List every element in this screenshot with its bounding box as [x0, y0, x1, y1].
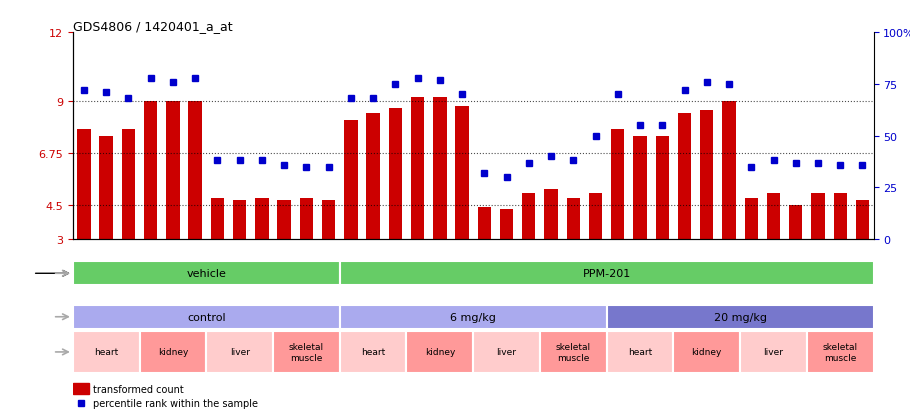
- Text: control: control: [187, 312, 226, 322]
- Bar: [855, 201, 869, 240]
- Text: GDS4806 / 1420401_a_at: GDS4806 / 1420401_a_at: [73, 20, 232, 33]
- Bar: [389, 109, 402, 240]
- Text: vehicle: vehicle: [187, 268, 227, 279]
- Text: liver: liver: [497, 348, 517, 356]
- Bar: [678, 113, 692, 240]
- Bar: [122, 129, 135, 240]
- Bar: [834, 194, 847, 240]
- Text: liver: liver: [763, 348, 784, 356]
- Bar: [344, 120, 358, 240]
- Bar: [77, 129, 91, 240]
- Bar: [500, 210, 513, 240]
- FancyBboxPatch shape: [607, 305, 874, 329]
- FancyBboxPatch shape: [807, 331, 874, 373]
- Text: percentile rank within the sample: percentile rank within the sample: [93, 398, 258, 408]
- Bar: [144, 102, 157, 240]
- Text: kidney: kidney: [157, 348, 188, 356]
- FancyBboxPatch shape: [73, 331, 139, 373]
- Bar: [233, 201, 247, 240]
- Bar: [812, 194, 824, 240]
- FancyBboxPatch shape: [73, 261, 339, 286]
- FancyBboxPatch shape: [207, 331, 273, 373]
- FancyBboxPatch shape: [339, 261, 874, 286]
- FancyBboxPatch shape: [273, 331, 339, 373]
- Bar: [367, 113, 379, 240]
- Text: 6 mg/kg: 6 mg/kg: [450, 312, 496, 322]
- Bar: [322, 201, 335, 240]
- Bar: [211, 198, 224, 240]
- FancyBboxPatch shape: [673, 331, 740, 373]
- Bar: [522, 194, 535, 240]
- Bar: [255, 198, 268, 240]
- FancyBboxPatch shape: [139, 331, 207, 373]
- Text: skeletal
muscle: skeletal muscle: [556, 342, 591, 362]
- Text: heart: heart: [94, 348, 118, 356]
- Bar: [167, 102, 179, 240]
- FancyBboxPatch shape: [339, 305, 607, 329]
- FancyBboxPatch shape: [73, 305, 339, 329]
- Bar: [700, 111, 713, 240]
- Text: PPM-201: PPM-201: [582, 268, 631, 279]
- FancyBboxPatch shape: [407, 331, 473, 373]
- FancyBboxPatch shape: [607, 331, 673, 373]
- Text: heart: heart: [628, 348, 652, 356]
- Bar: [99, 136, 113, 240]
- Text: kidney: kidney: [692, 348, 722, 356]
- Bar: [478, 207, 491, 240]
- Bar: [455, 107, 469, 240]
- Text: heart: heart: [361, 348, 385, 356]
- Text: liver: liver: [229, 348, 249, 356]
- Bar: [411, 97, 424, 240]
- Bar: [544, 189, 558, 240]
- Bar: [767, 194, 780, 240]
- Text: skeletal
muscle: skeletal muscle: [823, 342, 858, 362]
- Text: kidney: kidney: [425, 348, 455, 356]
- Bar: [188, 102, 202, 240]
- Bar: [723, 102, 735, 240]
- Text: 20 mg/kg: 20 mg/kg: [713, 312, 766, 322]
- Bar: [567, 198, 580, 240]
- FancyBboxPatch shape: [540, 331, 607, 373]
- FancyBboxPatch shape: [740, 331, 807, 373]
- Bar: [655, 136, 669, 240]
- Bar: [589, 194, 602, 240]
- FancyBboxPatch shape: [339, 331, 407, 373]
- Text: skeletal
muscle: skeletal muscle: [288, 342, 324, 362]
- Bar: [633, 136, 647, 240]
- Bar: [433, 97, 447, 240]
- Text: transformed count: transformed count: [93, 384, 184, 394]
- Bar: [73, 383, 89, 394]
- Bar: [299, 198, 313, 240]
- Bar: [612, 129, 624, 240]
- Bar: [278, 201, 291, 240]
- Bar: [789, 205, 803, 240]
- Bar: [744, 198, 758, 240]
- FancyBboxPatch shape: [473, 331, 540, 373]
